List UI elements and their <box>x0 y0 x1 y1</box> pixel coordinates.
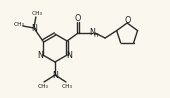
Text: CH₃: CH₃ <box>14 21 25 26</box>
Text: O: O <box>125 16 131 25</box>
Text: CH₃: CH₃ <box>38 83 48 88</box>
Text: N: N <box>31 24 37 33</box>
Text: CH₃: CH₃ <box>31 11 42 16</box>
Text: N: N <box>52 70 58 79</box>
Text: N: N <box>89 28 95 36</box>
Text: N: N <box>37 50 43 59</box>
Text: H: H <box>93 33 98 38</box>
Text: CH₃: CH₃ <box>62 83 72 88</box>
Text: O: O <box>75 14 81 23</box>
Text: N: N <box>67 50 73 59</box>
